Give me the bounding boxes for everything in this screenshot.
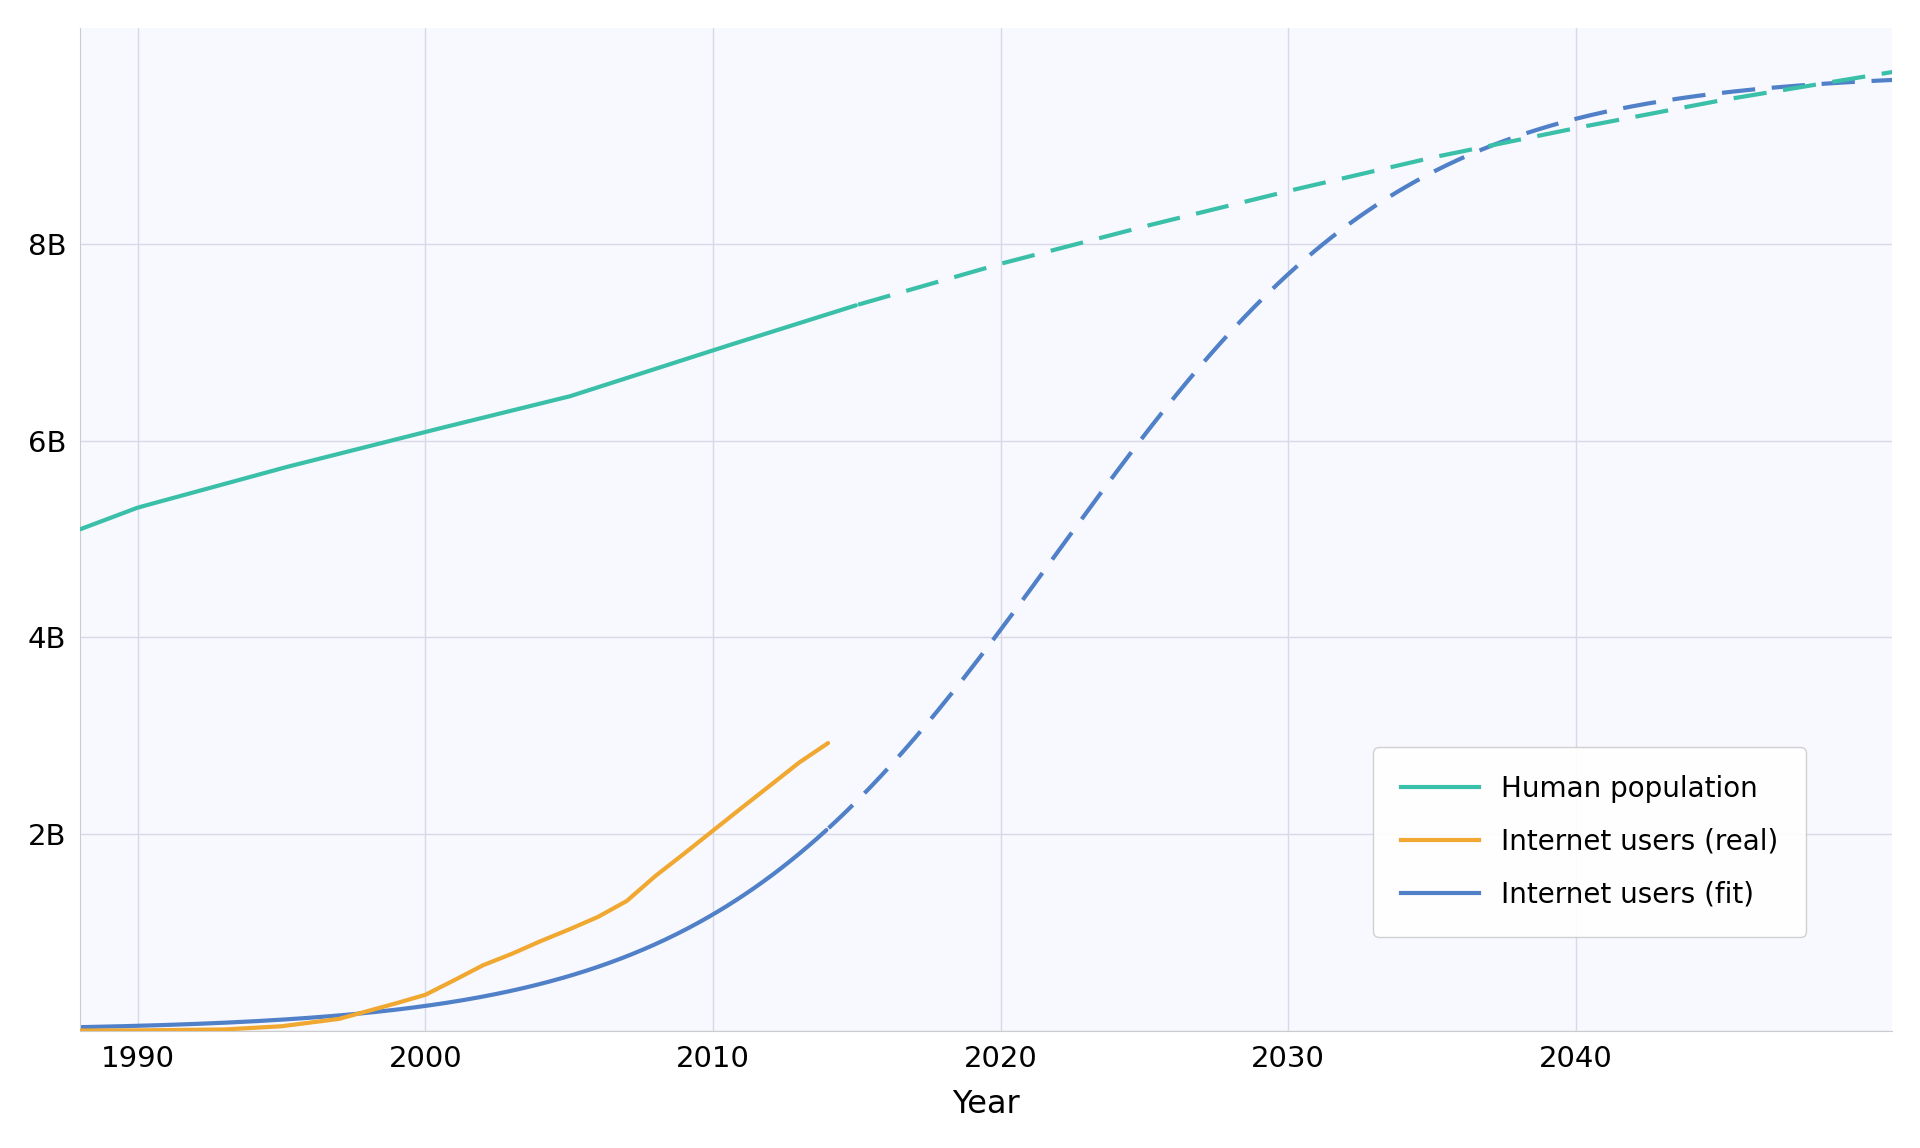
Legend: Human population, Internet users (real), Internet users (fit): Human population, Internet users (real),… bbox=[1373, 747, 1807, 937]
X-axis label: Year: Year bbox=[952, 1089, 1020, 1120]
